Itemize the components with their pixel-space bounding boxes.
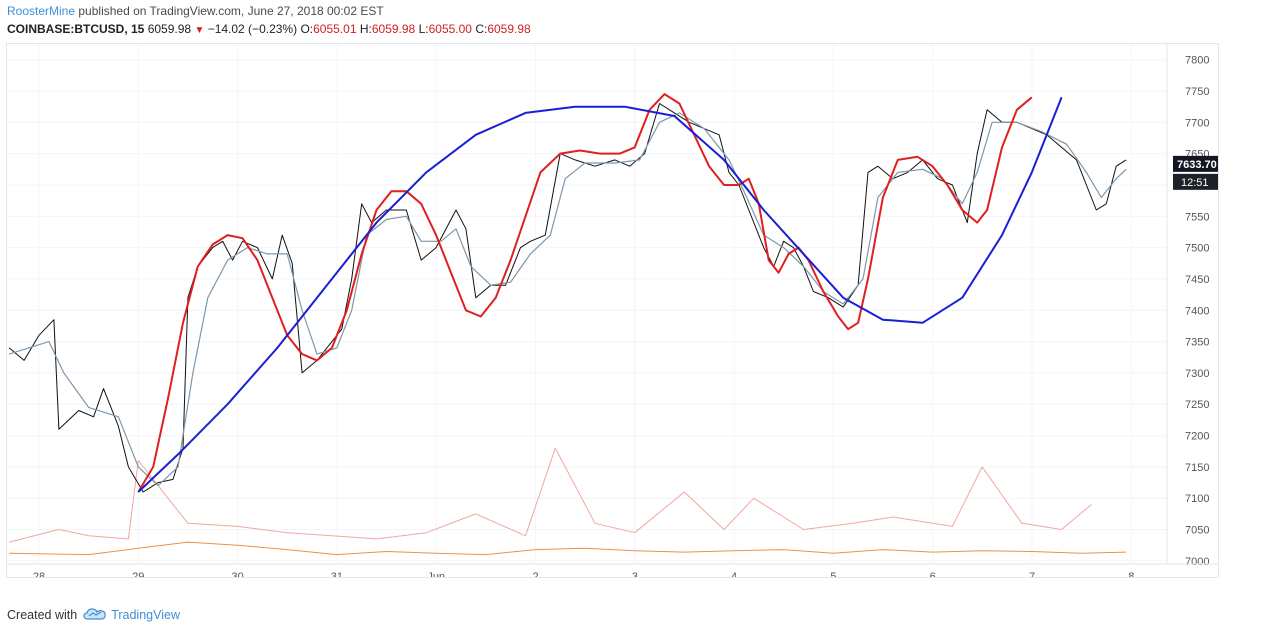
x-tick-label: 4 xyxy=(731,571,737,577)
y-tick-label: 7450 xyxy=(1185,274,1209,286)
created-with-text: Created with xyxy=(7,607,78,622)
x-tick-label: 30 xyxy=(231,571,243,577)
high-value: 6059.98 xyxy=(371,22,416,36)
symbol-name: COINBASE:BTCUSD, 15 xyxy=(7,22,145,36)
x-tick-label: 8 xyxy=(1128,571,1134,577)
author-link[interactable]: RoosterMine xyxy=(7,4,76,18)
x-tick-label: 6 xyxy=(930,571,936,577)
last-price-tag-text: 7633.70 xyxy=(1177,159,1217,171)
indicator-line-1 xyxy=(9,112,1127,487)
close-value: 6059.98 xyxy=(487,22,531,36)
price-line xyxy=(8,103,1127,493)
y-tick-label: 7200 xyxy=(1185,431,1209,443)
x-tick-label: 31 xyxy=(331,571,343,577)
open-value: 6055.01 xyxy=(313,22,357,36)
low-label: L: xyxy=(418,22,429,36)
open-label: O: xyxy=(300,22,314,36)
x-tick-label: 7 xyxy=(1029,571,1035,577)
low-value: 6055.00 xyxy=(428,22,472,36)
publish-info: RoosterMine published on TradingView.com… xyxy=(7,4,384,18)
tradingview-cloud-icon xyxy=(83,607,107,624)
footer: Created with TradingView xyxy=(7,607,180,624)
y-tick-label: 7700 xyxy=(1185,117,1209,129)
volume-ma-line xyxy=(9,541,1127,556)
x-tick-label: 28 xyxy=(33,571,45,577)
indicator-line-3 xyxy=(137,96,1063,493)
indicator-line-2 xyxy=(137,93,1033,493)
last-price: 6059.98 xyxy=(147,22,192,36)
close-label: C: xyxy=(475,22,488,36)
y-tick-label: 7000 xyxy=(1185,556,1209,568)
tradingview-link[interactable]: TradingView xyxy=(111,607,180,622)
x-tick-label: 3 xyxy=(632,571,638,577)
price-change: −14.02 (−0.23%) xyxy=(207,22,298,36)
y-tick-label: 7050 xyxy=(1185,525,1209,537)
down-triangle-icon: ▼ xyxy=(194,25,205,36)
price-chart[interactable]: 7000 7050 7100 7150 7200 7250 7300 7350 7400 7450… xyxy=(7,44,1218,577)
last-price-tag xyxy=(1173,155,1218,172)
y-tick-label: 7800 xyxy=(1185,55,1209,67)
published-text: published on TradingView.com, June 27, 2… xyxy=(78,4,384,18)
chart-panel[interactable]: 7000 7050 7100 7150 7200 7250 7300 7350 7400 7450… xyxy=(6,43,1219,578)
y-tick-label: 7300 xyxy=(1185,368,1209,380)
high-label: H: xyxy=(359,22,372,36)
y-tick-label: 7350 xyxy=(1185,337,1209,349)
y-tick-label: 7550 xyxy=(1185,211,1209,223)
x-tick-label: Jun xyxy=(427,571,445,577)
countdown-tag-text: 12:51 xyxy=(1181,177,1209,189)
y-tick-label: 7750 xyxy=(1185,86,1209,98)
y-tick-label: 7250 xyxy=(1185,399,1209,411)
y-tick-label: 7100 xyxy=(1185,493,1209,505)
x-tick-label: 5 xyxy=(830,571,836,577)
symbol-info: COINBASE:BTCUSD, 15 6059.98 ▼ −14.02 (−0… xyxy=(7,22,531,36)
y-tick-label: 7500 xyxy=(1185,243,1209,255)
volume-spikes xyxy=(9,447,1092,543)
countdown-tag xyxy=(1173,173,1218,190)
y-tick-label: 7400 xyxy=(1185,305,1209,317)
x-tick-label: 2 xyxy=(532,571,538,577)
y-tick-label: 7150 xyxy=(1185,462,1209,474)
x-tick-label: 29 xyxy=(132,571,144,577)
